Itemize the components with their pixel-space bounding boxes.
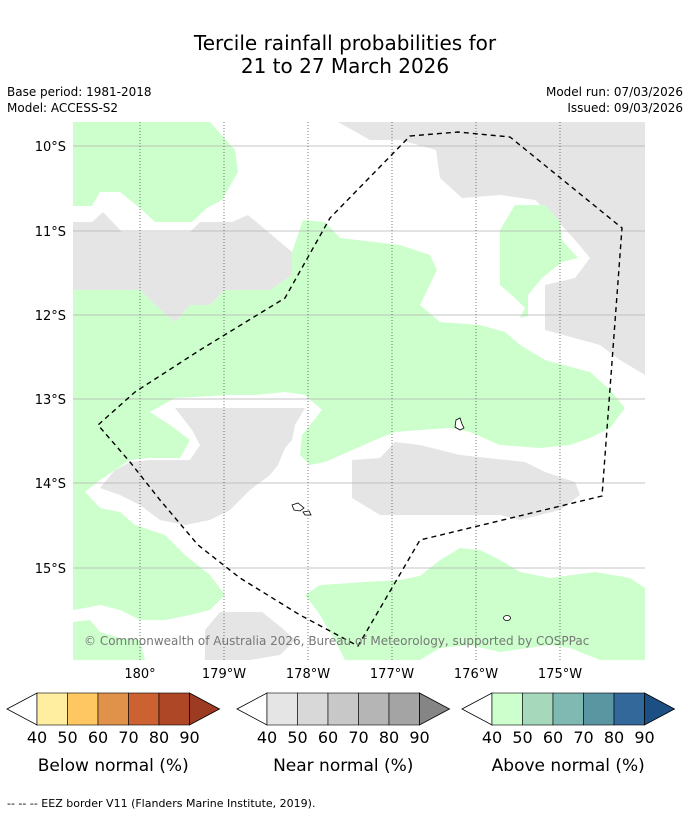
- meta-left: Base period: 1981-2018 Model: ACCESS-S2: [7, 84, 152, 116]
- lon-label-177w: 177°W: [370, 667, 414, 682]
- above-normal-swatch-80: [613, 692, 645, 726]
- above-normal-tick-50: 50: [512, 728, 532, 747]
- legend-below-normal: 40 50 60 70 80 90 Below normal (%): [6, 692, 221, 776]
- gridlines: [73, 145, 645, 569]
- near-normal-region-northeast: [338, 122, 645, 375]
- below-normal-swatch-60: [97, 692, 129, 726]
- below-normal-tick-80: 80: [149, 728, 169, 747]
- lon-label-175w: 175°W: [538, 667, 582, 682]
- below-normal-arrow-high: [189, 692, 221, 726]
- title-line-2: 21 to 27 March 2026: [240, 54, 450, 78]
- near-normal-region-northwest: [73, 212, 292, 322]
- map-figure: © Commonwealth of Australia 2026, Bureau…: [6, 122, 676, 776]
- near-normal-swatch-70: [358, 692, 390, 726]
- below-normal-swatch-80: [158, 692, 190, 726]
- lat-label-11s: 11°S: [35, 225, 66, 240]
- near-normal-region-southeast: [352, 442, 580, 520]
- above-normal-tick-40: 40: [482, 728, 502, 747]
- near-normal-region-center: [100, 408, 305, 525]
- near-normal-tick-50: 50: [287, 728, 307, 747]
- model-run: Model run: 07/03/2026: [545, 85, 683, 99]
- map-title: Tercile rainfall probabilities for 21 to…: [0, 32, 690, 78]
- lat-label-15s: 15°S: [35, 562, 66, 577]
- below-normal-tick-50: 50: [57, 728, 77, 747]
- above-normal-arrow-low: [461, 692, 493, 726]
- below-normal-tick-70: 70: [118, 728, 138, 747]
- above-normal-tick-70: 70: [573, 728, 593, 747]
- lat-label-10s: 10°S: [35, 140, 66, 155]
- below-normal-tick-40: 40: [27, 728, 47, 747]
- near-normal-swatch-60: [327, 692, 359, 726]
- above-normal-tick-80: 80: [604, 728, 624, 747]
- model-name: Model: ACCESS-S2: [7, 101, 119, 115]
- map-plot-area: © Commonwealth of Australia 2026, Bureau…: [73, 122, 645, 660]
- lon-label-176w: 176°W: [454, 667, 498, 682]
- near-normal-tick-70: 70: [348, 728, 368, 747]
- near-normal-tick-80: 80: [379, 728, 399, 747]
- above-normal-legend-title: Above normal (%): [492, 756, 645, 776]
- below-normal-swatch-70: [128, 692, 160, 726]
- above-normal-tick-60: 60: [543, 728, 563, 747]
- lat-label-14s: 14°S: [35, 477, 66, 492]
- above-normal-region-southwest: [73, 620, 145, 660]
- above-normal-arrow-high: [644, 692, 676, 726]
- near-normal-swatch-80: [388, 692, 420, 726]
- lon-label-178w: 178°W: [286, 667, 330, 682]
- eez-footnote: -- -- -- EEZ border V11 (Flanders Marine…: [7, 797, 316, 810]
- meta-right: Model run: 07/03/2026 Issued: 09/03/2026: [546, 84, 683, 116]
- below-normal-swatch-40: [36, 692, 68, 726]
- eez-border: [97, 131, 623, 647]
- lon-label-179w: 179°W: [202, 667, 246, 682]
- islet-central: [302, 510, 312, 516]
- near-normal-tick-40: 40: [257, 728, 277, 747]
- near-normal-swatch-50: [297, 692, 329, 726]
- title-line-1: Tercile rainfall probabilities for: [193, 31, 497, 55]
- near-normal-legend-title: Near normal (%): [273, 756, 413, 776]
- above-normal-swatch-60: [552, 692, 584, 726]
- near-normal-swatch-40: [266, 692, 298, 726]
- legend-above-normal: 40 50 60 70 80 90 Above normal (%): [461, 692, 676, 776]
- near-normal-tick-60: 60: [318, 728, 338, 747]
- below-normal-legend-title: Below normal (%): [38, 756, 189, 776]
- below-normal-tick-90: 90: [179, 728, 199, 747]
- above-normal-swatch-50: [522, 692, 554, 726]
- lat-label-12s: 12°S: [35, 309, 66, 324]
- island-central: [291, 502, 305, 512]
- below-normal-swatch-50: [67, 692, 99, 726]
- islands: [291, 417, 511, 621]
- below-normal-arrow-low: [6, 692, 38, 726]
- above-normal-tick-90: 90: [634, 728, 654, 747]
- island-south: [503, 615, 511, 621]
- lon-label-180: 180°: [124, 667, 155, 682]
- above-normal-swatch-70: [583, 692, 615, 726]
- above-normal-region-central: [73, 220, 625, 620]
- longitude-labels: 180° 179°W 178°W 177°W 176°W 175°W: [124, 667, 582, 682]
- above-normal-region-north: [73, 122, 238, 222]
- near-normal-arrow-high: [419, 692, 451, 726]
- lat-label-13s: 13°S: [35, 393, 66, 408]
- latitude-labels: 10°S 11°S 12°S 13°S 14°S 15°S: [35, 140, 66, 577]
- near-normal-region-south: [205, 612, 295, 660]
- near-normal-regions: [73, 122, 645, 660]
- base-period: Base period: 1981-2018: [7, 85, 152, 99]
- issued-date: Issued: 09/03/2026: [567, 101, 683, 115]
- copyright-notice: © Commonwealth of Australia 2026, Bureau…: [84, 634, 589, 648]
- island-north: [454, 417, 465, 431]
- below-normal-tick-60: 60: [88, 728, 108, 747]
- legend-near-normal: 40 50 60 70 80 90 Near normal (%): [236, 692, 451, 776]
- above-normal-region-east: [500, 205, 578, 318]
- above-normal-swatch-40: [491, 692, 523, 726]
- near-normal-arrow-low: [236, 692, 268, 726]
- near-normal-tick-90: 90: [409, 728, 429, 747]
